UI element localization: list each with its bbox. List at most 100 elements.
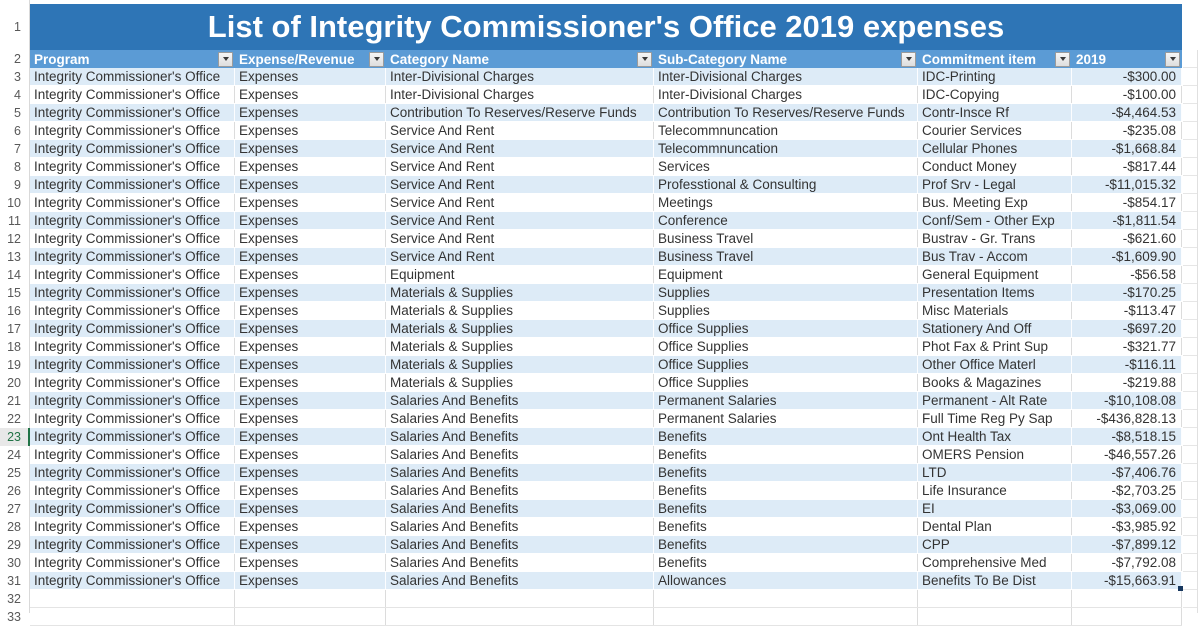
- row-number-10[interactable]: 10: [7, 196, 21, 210]
- cell[interactable]: -$321.77: [1072, 338, 1182, 355]
- cell[interactable]: Supplies: [654, 284, 918, 301]
- cell[interactable]: Benefits: [654, 518, 918, 535]
- cell[interactable]: Materials & Supplies: [386, 374, 654, 391]
- cell[interactable]: Expenses: [235, 446, 386, 463]
- cell[interactable]: Benefits: [654, 536, 918, 553]
- row-number-32[interactable]: 32: [7, 592, 21, 606]
- cell[interactable]: Integrity Commissioner's Office: [30, 356, 235, 373]
- cell[interactable]: Contribution To Reserves/Reserve Funds: [654, 104, 918, 121]
- cell[interactable]: -$7,899.12: [1072, 536, 1182, 553]
- filter-sub-category-name-button[interactable]: [901, 51, 916, 67]
- cell[interactable]: Benefits: [654, 428, 918, 445]
- cell[interactable]: -$854.17: [1072, 194, 1182, 211]
- cell[interactable]: -$3,985.92: [1072, 518, 1182, 535]
- cell[interactable]: Conf/Sem - Other Exp: [918, 212, 1072, 229]
- row-number-30[interactable]: 30: [7, 556, 21, 570]
- cell[interactable]: Integrity Commissioner's Office: [30, 158, 235, 175]
- row-number-24[interactable]: 24: [7, 448, 21, 462]
- cell[interactable]: Integrity Commissioner's Office: [30, 122, 235, 139]
- cell[interactable]: Bustrav - Gr. Trans: [918, 230, 1072, 247]
- cell[interactable]: Inter-Divisional Charges: [386, 68, 654, 85]
- cell[interactable]: [235, 590, 386, 607]
- cell[interactable]: Integrity Commissioner's Office: [30, 572, 235, 589]
- row-number-9[interactable]: 9: [14, 178, 21, 192]
- cell[interactable]: -$113.47: [1072, 302, 1182, 319]
- cell[interactable]: Expenses: [235, 230, 386, 247]
- cell[interactable]: [386, 608, 654, 625]
- row-number-11[interactable]: 11: [8, 214, 21, 228]
- cell[interactable]: Expenses: [235, 500, 386, 517]
- cell[interactable]: Expenses: [235, 284, 386, 301]
- cell[interactable]: Expenses: [235, 356, 386, 373]
- cell[interactable]: Stationery And Off: [918, 320, 1072, 337]
- row-number-3[interactable]: 3: [14, 70, 21, 84]
- cell[interactable]: Expenses: [235, 374, 386, 391]
- cell[interactable]: -$8,518.15: [1072, 428, 1182, 445]
- cell[interactable]: Bus Trav - Accom: [918, 248, 1072, 265]
- cell[interactable]: Salaries And Benefits: [386, 392, 654, 409]
- cell[interactable]: Integrity Commissioner's Office: [30, 266, 235, 283]
- header-2019[interactable]: 2019: [1072, 50, 1182, 68]
- cell[interactable]: Benefits: [654, 500, 918, 517]
- cell[interactable]: -$7,406.76: [1072, 464, 1182, 481]
- cell[interactable]: [30, 608, 235, 625]
- cell[interactable]: Integrity Commissioner's Office: [30, 212, 235, 229]
- cell[interactable]: Full Time Reg Py Sap: [918, 410, 1072, 427]
- cell[interactable]: -$10,108.08: [1072, 392, 1182, 409]
- cell[interactable]: CPP: [918, 536, 1072, 553]
- cell[interactable]: Expenses: [235, 428, 386, 445]
- cell[interactable]: [918, 608, 1072, 625]
- filter-program-button[interactable]: [218, 51, 233, 67]
- cell[interactable]: Telecommnuncation: [654, 122, 918, 139]
- cell[interactable]: Materials & Supplies: [386, 302, 654, 319]
- cell[interactable]: Service And Rent: [386, 248, 654, 265]
- cell[interactable]: Expenses: [235, 482, 386, 499]
- cell[interactable]: Expenses: [235, 158, 386, 175]
- cell[interactable]: Integrity Commissioner's Office: [30, 374, 235, 391]
- cell[interactable]: -$3,069.00: [1072, 500, 1182, 517]
- row-number-21[interactable]: 21: [7, 394, 21, 408]
- cell[interactable]: Office Supplies: [654, 320, 918, 337]
- cell[interactable]: -$436,828.13: [1072, 410, 1182, 427]
- header-expense-revenue[interactable]: Expense/Revenue: [235, 50, 386, 68]
- cell[interactable]: -$7,792.08: [1072, 554, 1182, 571]
- cell[interactable]: Service And Rent: [386, 140, 654, 157]
- cell[interactable]: Expenses: [235, 320, 386, 337]
- row-number-19[interactable]: 19: [7, 358, 21, 372]
- cell[interactable]: Benefits To Be Dist: [918, 572, 1072, 589]
- cell[interactable]: Meetings: [654, 194, 918, 211]
- cell[interactable]: Other Office Materl: [918, 356, 1072, 373]
- cell[interactable]: Equipment: [654, 266, 918, 283]
- cell[interactable]: Supplies: [654, 302, 918, 319]
- cell[interactable]: Prof Srv - Legal: [918, 176, 1072, 193]
- cell[interactable]: -$1,668.84: [1072, 140, 1182, 157]
- cell[interactable]: LTD: [918, 464, 1072, 481]
- cell[interactable]: -$4,464.53: [1072, 104, 1182, 121]
- cell[interactable]: Contr-Insce Rf: [918, 104, 1072, 121]
- cell[interactable]: Benefits: [654, 482, 918, 499]
- cell[interactable]: Cellular Phones: [918, 140, 1072, 157]
- cell[interactable]: Telecommnuncation: [654, 140, 918, 157]
- cell[interactable]: [1072, 608, 1182, 625]
- cell[interactable]: Integrity Commissioner's Office: [30, 500, 235, 517]
- row-number-26[interactable]: 26: [7, 484, 21, 498]
- cell[interactable]: Phot Fax & Print Sup: [918, 338, 1072, 355]
- cell[interactable]: Permanent - Alt Rate: [918, 392, 1072, 409]
- cell[interactable]: Business Travel: [654, 248, 918, 265]
- cell[interactable]: Salaries And Benefits: [386, 482, 654, 499]
- row-number-23[interactable]: 23: [0, 428, 30, 446]
- row-number-15[interactable]: 15: [7, 286, 21, 300]
- cell[interactable]: Life Insurance: [918, 482, 1072, 499]
- cell[interactable]: Integrity Commissioner's Office: [30, 230, 235, 247]
- cell[interactable]: -$116.11: [1072, 356, 1182, 373]
- row-number-2[interactable]: 2: [14, 52, 21, 66]
- filter-category-name-button[interactable]: [637, 51, 652, 67]
- cell[interactable]: Business Travel: [654, 230, 918, 247]
- cell[interactable]: Expenses: [235, 212, 386, 229]
- cell[interactable]: -$1,811.54: [1072, 212, 1182, 229]
- row-number-5[interactable]: 5: [14, 106, 21, 120]
- cell[interactable]: Benefits: [654, 464, 918, 481]
- cell[interactable]: Expenses: [235, 122, 386, 139]
- header-sub-category-name[interactable]: Sub-Category Name: [654, 50, 918, 68]
- cell[interactable]: Salaries And Benefits: [386, 536, 654, 553]
